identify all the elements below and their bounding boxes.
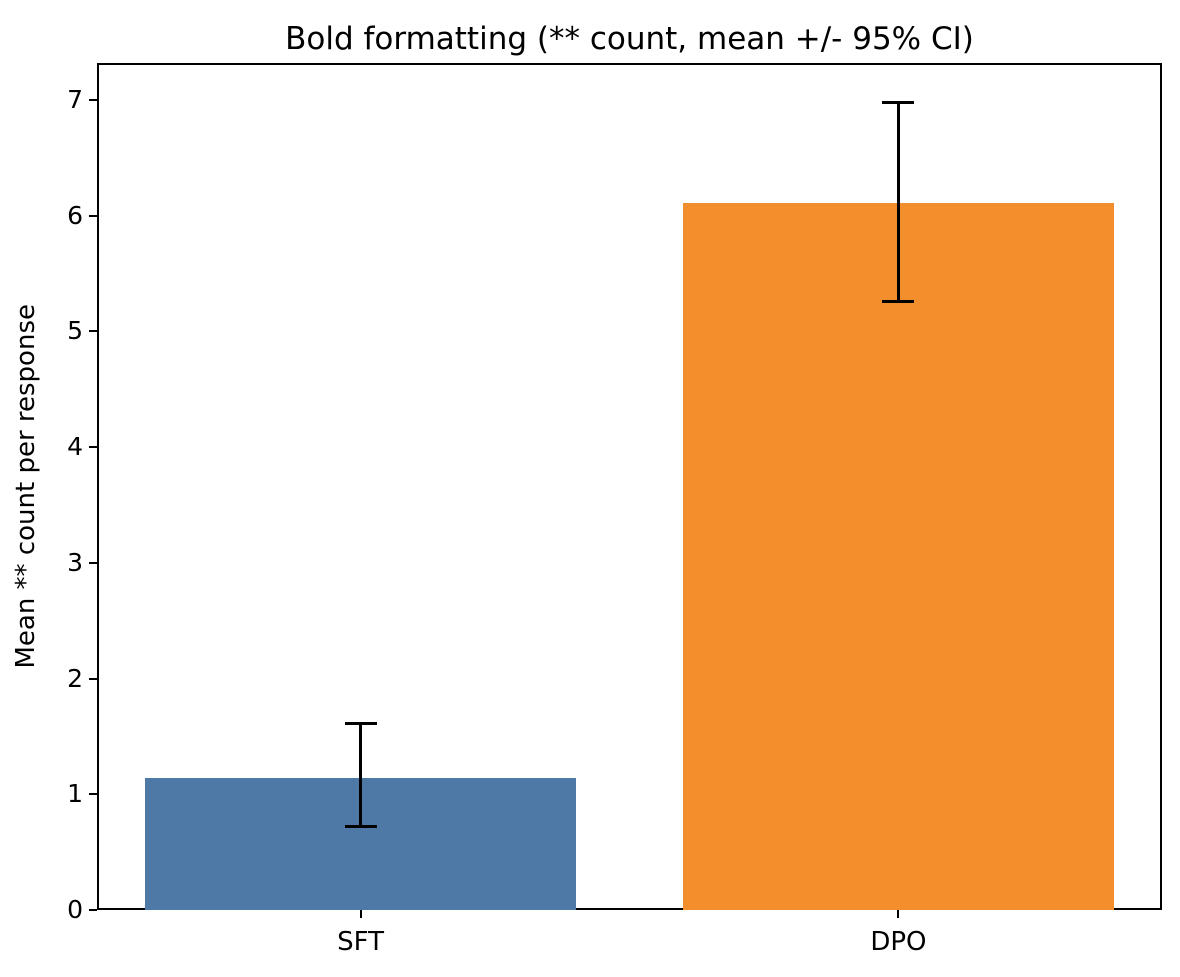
y-tick-label: 3 [67, 547, 83, 577]
y-tick-label: 5 [67, 316, 83, 346]
y-tick-mark [89, 677, 97, 680]
x-tick-mark [359, 910, 362, 918]
y-tick-mark [89, 793, 97, 796]
error-bar-cap [882, 299, 915, 303]
bar-dpo [683, 203, 1114, 910]
error-bar-cap [344, 722, 377, 726]
y-tick-label: 1 [67, 779, 83, 809]
y-tick-mark [89, 561, 97, 564]
y-axis-label: Mean ** count per response [11, 304, 41, 669]
x-tick-mark [897, 910, 900, 918]
error-bar-line [896, 102, 900, 302]
y-tick-mark [89, 330, 97, 333]
chart-title: Bold formatting (** count, mean +/- 95% … [285, 21, 974, 57]
y-tick-mark [89, 99, 97, 102]
x-tick-label: DPO [870, 927, 927, 957]
y-tick-label: 7 [67, 85, 83, 115]
y-tick-label: 2 [67, 663, 83, 693]
x-tick-label: SFT [337, 927, 384, 957]
y-tick-mark [89, 909, 97, 911]
error-bar-line [359, 723, 363, 827]
y-tick-mark [89, 214, 97, 217]
y-tick-label: 0 [67, 895, 83, 924]
y-tick-label: 6 [67, 200, 83, 230]
error-bar-cap [344, 825, 377, 829]
y-tick-label: 4 [67, 432, 83, 462]
error-bar-cap [882, 100, 915, 104]
y-tick-mark [89, 446, 97, 449]
